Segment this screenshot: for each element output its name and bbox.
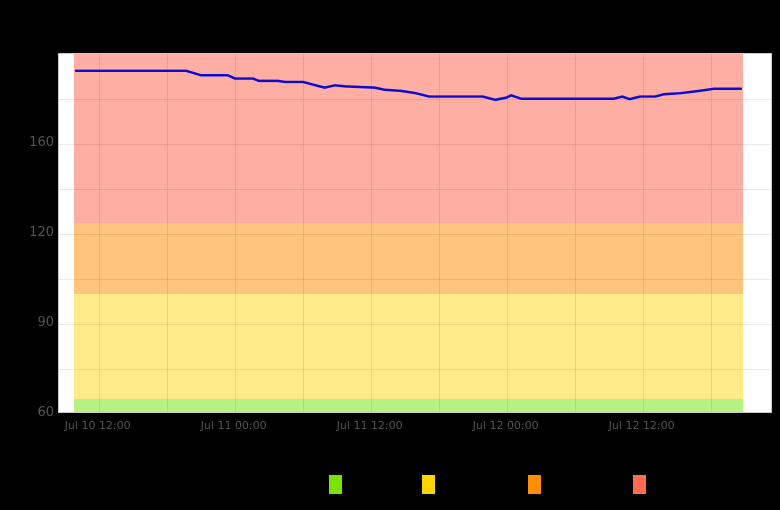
legend-swatch-icon (422, 475, 435, 494)
legend-item-orange-zone[interactable] (528, 475, 577, 494)
v-gridline (166, 54, 168, 412)
h-gridline (59, 234, 771, 235)
green-zone (74, 399, 743, 412)
x-tick-label: Jul 10 12:00 (64, 419, 131, 432)
x-tick-label: Jul 11 00:00 (200, 419, 267, 432)
orange-zone (74, 222, 743, 294)
x-tick-label: Jul 12 12:00 (608, 419, 675, 432)
h-gridline (59, 144, 771, 145)
h-gridline (59, 189, 771, 190)
v-gridline (642, 54, 644, 412)
h-gridline (59, 99, 771, 100)
v-gridline (370, 54, 372, 412)
legend-item-red-zone[interactable] (633, 475, 682, 494)
v-gridline (98, 54, 100, 412)
red-zone (74, 54, 743, 223)
y-tick-label: 90 (37, 315, 54, 330)
y-tick-label: 160 (29, 135, 54, 150)
v-gridline (302, 54, 304, 412)
h-gridline (59, 279, 771, 280)
y-tick-label: 60 (37, 405, 54, 420)
legend-item-green-zone[interactable] (329, 475, 378, 494)
series-line (74, 69, 743, 102)
legend-swatch-icon (633, 475, 646, 494)
v-gridline (234, 54, 236, 412)
h-gridline (59, 369, 771, 370)
x-tick-label: Jul 12 00:00 (472, 419, 539, 432)
v-gridline (438, 54, 440, 412)
v-gridline (710, 54, 712, 412)
yellow-zone (74, 294, 743, 399)
legend-item-yellow-zone[interactable] (422, 475, 471, 494)
plot-area (58, 53, 772, 413)
v-gridline (574, 54, 576, 412)
legend-swatch-icon (329, 475, 342, 494)
v-gridline (506, 54, 508, 412)
y-tick-label: 120 (29, 225, 54, 240)
legend (329, 475, 682, 494)
x-tick-label: Jul 11 12:00 (336, 419, 403, 432)
h-gridline (59, 324, 771, 325)
series-line-layer (74, 69, 743, 102)
legend-swatch-icon (528, 475, 541, 494)
